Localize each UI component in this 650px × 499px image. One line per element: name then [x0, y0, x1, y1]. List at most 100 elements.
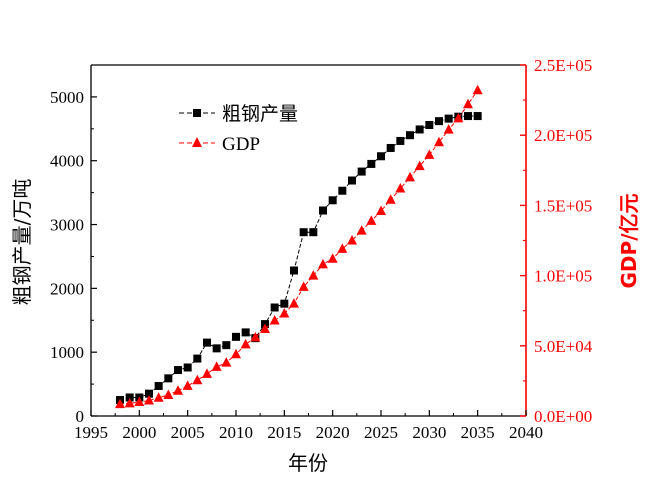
- steel-point: [367, 159, 376, 168]
- y-left-tick-label: 3000: [50, 216, 84, 235]
- gdp-point: [124, 397, 135, 408]
- gdp-point: [376, 205, 386, 216]
- steel-point: [425, 120, 434, 129]
- legend-steel-marker: [193, 109, 201, 117]
- x-tick-label: 2020: [316, 423, 350, 442]
- x-tick-label: 2025: [364, 423, 398, 442]
- gdp-point: [308, 270, 319, 280]
- steel-point: [174, 366, 182, 375]
- y-right-tick-label: 2.0E+05: [534, 126, 592, 145]
- gdp-point: [260, 323, 270, 333]
- gdp-point: [414, 160, 425, 171]
- gdp-point: [115, 398, 125, 409]
- gdp-point: [221, 357, 232, 367]
- y-right-tick-label: 1.5E+05: [534, 196, 592, 215]
- steel-point: [396, 136, 405, 145]
- gdp-point: [424, 149, 435, 159]
- y-left-axis-title: 粗钢产量/万吨: [10, 179, 34, 306]
- gdp-point: [472, 84, 483, 95]
- y-left-tick-label: 4000: [50, 152, 84, 171]
- y-right-axis-ticks: 0.0E+00 5.0E+04 1.0E+05 1.5E+05 2.0E+05 2.5E+…: [520, 56, 593, 426]
- gdp-point: [405, 171, 415, 182]
- gdp-point: [434, 136, 444, 147]
- x-axis-title: 年份: [288, 451, 328, 475]
- steel-point: [464, 112, 472, 121]
- steel-point: [280, 299, 289, 308]
- x-tick-label: 1995: [74, 423, 108, 442]
- steel-point: [435, 117, 443, 126]
- gdp-point: [153, 392, 164, 402]
- steel-point: [222, 341, 231, 350]
- steel-point: [203, 338, 211, 347]
- y-right-tick-label: 1.0E+05: [534, 267, 592, 286]
- series-gdp: [115, 84, 483, 409]
- steel-point: [270, 303, 279, 312]
- x-tick-label: 2000: [122, 423, 156, 442]
- gdp-series-line: [119, 89, 479, 405]
- x-axis-ticks: 1995 2000 2005 2010 2015 2020 2025 2030 2035 2040: [74, 410, 543, 442]
- steel-series-line: [119, 115, 478, 401]
- steel-point: [357, 167, 366, 176]
- gdp-point: [463, 98, 473, 109]
- gdp-point: [192, 374, 203, 385]
- legend-steel-label: 粗钢产量: [222, 103, 298, 125]
- y-right-tick-label: 5.0E+04: [534, 337, 593, 356]
- gdp-point: [289, 298, 299, 308]
- gdp-point: [327, 253, 338, 263]
- x-tick-label: 2005: [171, 423, 205, 442]
- gdp-point: [144, 395, 154, 405]
- gdp-point: [240, 338, 251, 349]
- x-tick-label: 2035: [461, 423, 495, 442]
- x-tick-label: 2015: [267, 423, 301, 442]
- gdp-point: [366, 215, 377, 225]
- steel-point: [377, 152, 385, 161]
- x-tick-label: 2010: [219, 423, 253, 442]
- steel-point: [193, 354, 202, 363]
- y-left-tick-label: 1000: [50, 343, 84, 362]
- gdp-point: [356, 225, 367, 235]
- gdp-point: [231, 348, 241, 359]
- steel-point: [415, 125, 424, 134]
- gdp-point: [163, 389, 174, 399]
- steel-point: [319, 206, 327, 215]
- steel-point: [348, 176, 356, 185]
- steel-point: [406, 131, 414, 140]
- steel-point: [473, 112, 482, 121]
- steel-point: [125, 393, 134, 402]
- gdp-point: [211, 361, 222, 371]
- gdp-point: [318, 258, 328, 269]
- steel-point: [338, 186, 347, 195]
- steel-point: [444, 114, 453, 123]
- steel-point: [145, 389, 153, 398]
- gdp-point: [173, 385, 183, 395]
- steel-point: [328, 196, 337, 205]
- y-left-tick-label: 2000: [50, 279, 84, 298]
- gdp-point: [269, 315, 280, 325]
- steel-point: [241, 328, 250, 337]
- legend-gdp-marker: [192, 137, 202, 147]
- y-left-axis-ticks: 0 1000 2000 3000 4000 5000: [50, 88, 97, 426]
- gdp-point: [298, 281, 309, 291]
- steel-point: [183, 363, 192, 372]
- legend: 粗钢产量 GDP: [179, 103, 298, 155]
- gdp-point: [279, 308, 290, 318]
- gdp-point: [385, 194, 396, 204]
- gdp-point: [337, 243, 348, 253]
- gdp-point: [202, 368, 212, 378]
- steel-point: [309, 228, 318, 237]
- gdp-point: [182, 380, 193, 390]
- y-right-tick-label: 0.0E+00: [534, 407, 592, 426]
- steel-point: [154, 382, 163, 391]
- steel-point: [299, 228, 308, 237]
- gdp-point: [134, 396, 145, 406]
- steel-point: [386, 143, 395, 152]
- gdp-point: [443, 124, 454, 134]
- gdp-point: [453, 112, 464, 123]
- x-tick-label: 2030: [412, 423, 446, 442]
- y-right-axis-title: GDP/亿元: [617, 194, 641, 289]
- gdp-point: [395, 183, 406, 193]
- x-tick-label: 2040: [509, 423, 543, 442]
- gdp-point: [250, 331, 261, 342]
- y-left-tick-label: 5000: [50, 88, 84, 107]
